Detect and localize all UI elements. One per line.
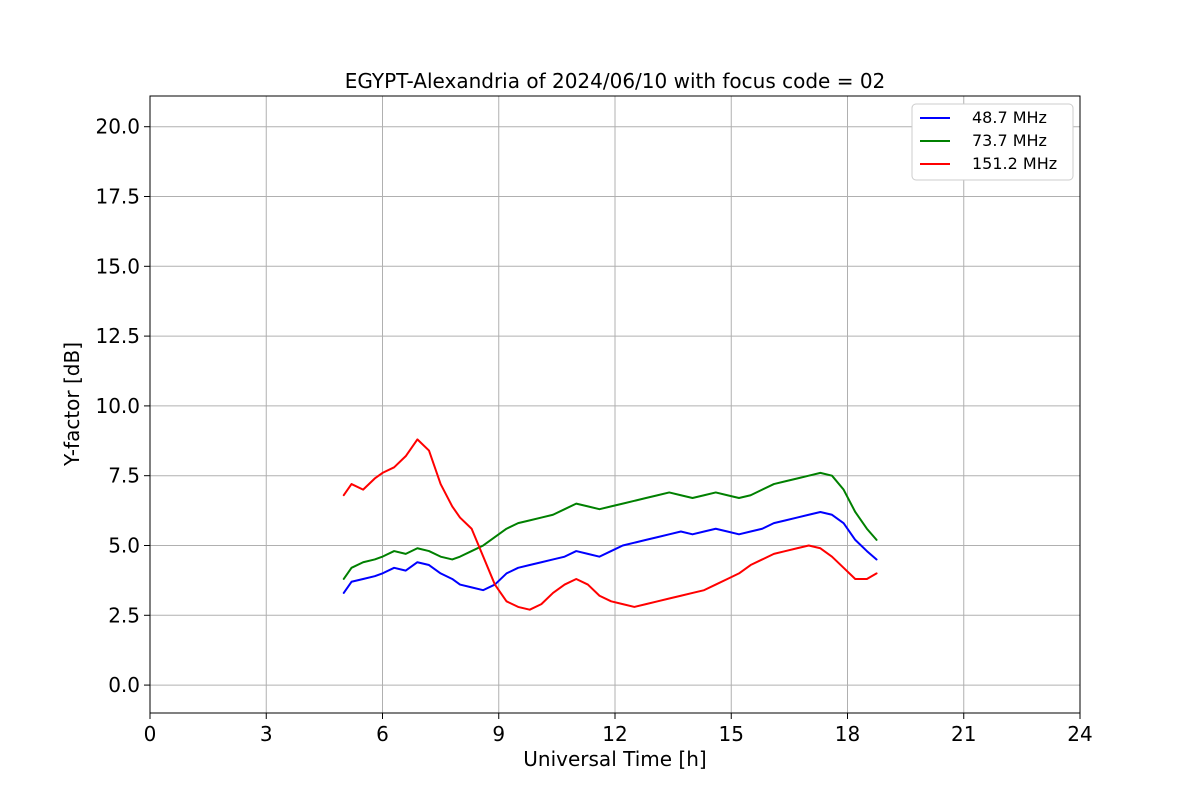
y-tick-label: 2.5 xyxy=(108,603,140,627)
y-tick-label: 20.0 xyxy=(95,115,140,139)
y-tick-label: 0.0 xyxy=(108,673,140,697)
y-tick-label: 12.5 xyxy=(95,324,140,348)
series-layer xyxy=(342,438,878,611)
series-line xyxy=(342,471,878,580)
legend-label: 151.2 MHz xyxy=(972,154,1057,173)
x-tick-label: 6 xyxy=(376,722,389,746)
x-tick-label: 21 xyxy=(951,722,976,746)
legend-box xyxy=(911,103,1074,181)
y-tick-label: 10.0 xyxy=(95,394,140,418)
x-tick-label: 15 xyxy=(719,722,744,746)
chart-title: EGYPT-Alexandria of 2024/06/10 with focu… xyxy=(345,69,886,93)
x-tick-label: 9 xyxy=(492,722,505,746)
legend-label: 73.7 MHz xyxy=(972,131,1047,150)
y-axis-label: Y-factor [dB] xyxy=(60,342,84,467)
x-tick-label: 18 xyxy=(835,722,860,746)
x-axis: 0 3 6 9 12 15 18 21 24 xyxy=(144,713,1093,746)
x-tick-label: 0 xyxy=(144,722,157,746)
x-axis-label: Universal Time [h] xyxy=(523,747,706,771)
y-tick-label: 17.5 xyxy=(95,185,140,209)
y-tick-label: 15.0 xyxy=(95,254,140,278)
y-axis: 0.0 2.5 5.0 7.5 10.0 12.5 15.0 17.5 20.0 xyxy=(95,115,150,697)
legend-label: 48.7 MHz xyxy=(972,108,1047,127)
x-tick-label: 12 xyxy=(602,722,627,746)
y-tick-label: 5.0 xyxy=(108,533,140,557)
y-tick-label: 7.5 xyxy=(108,464,140,488)
legend: 48.7 MHz 73.7 MHz 151.2 MHz xyxy=(911,103,1074,181)
x-tick-label: 3 xyxy=(260,722,273,746)
series-line xyxy=(342,438,878,611)
x-tick-label: 24 xyxy=(1067,722,1092,746)
series-line xyxy=(342,510,878,594)
